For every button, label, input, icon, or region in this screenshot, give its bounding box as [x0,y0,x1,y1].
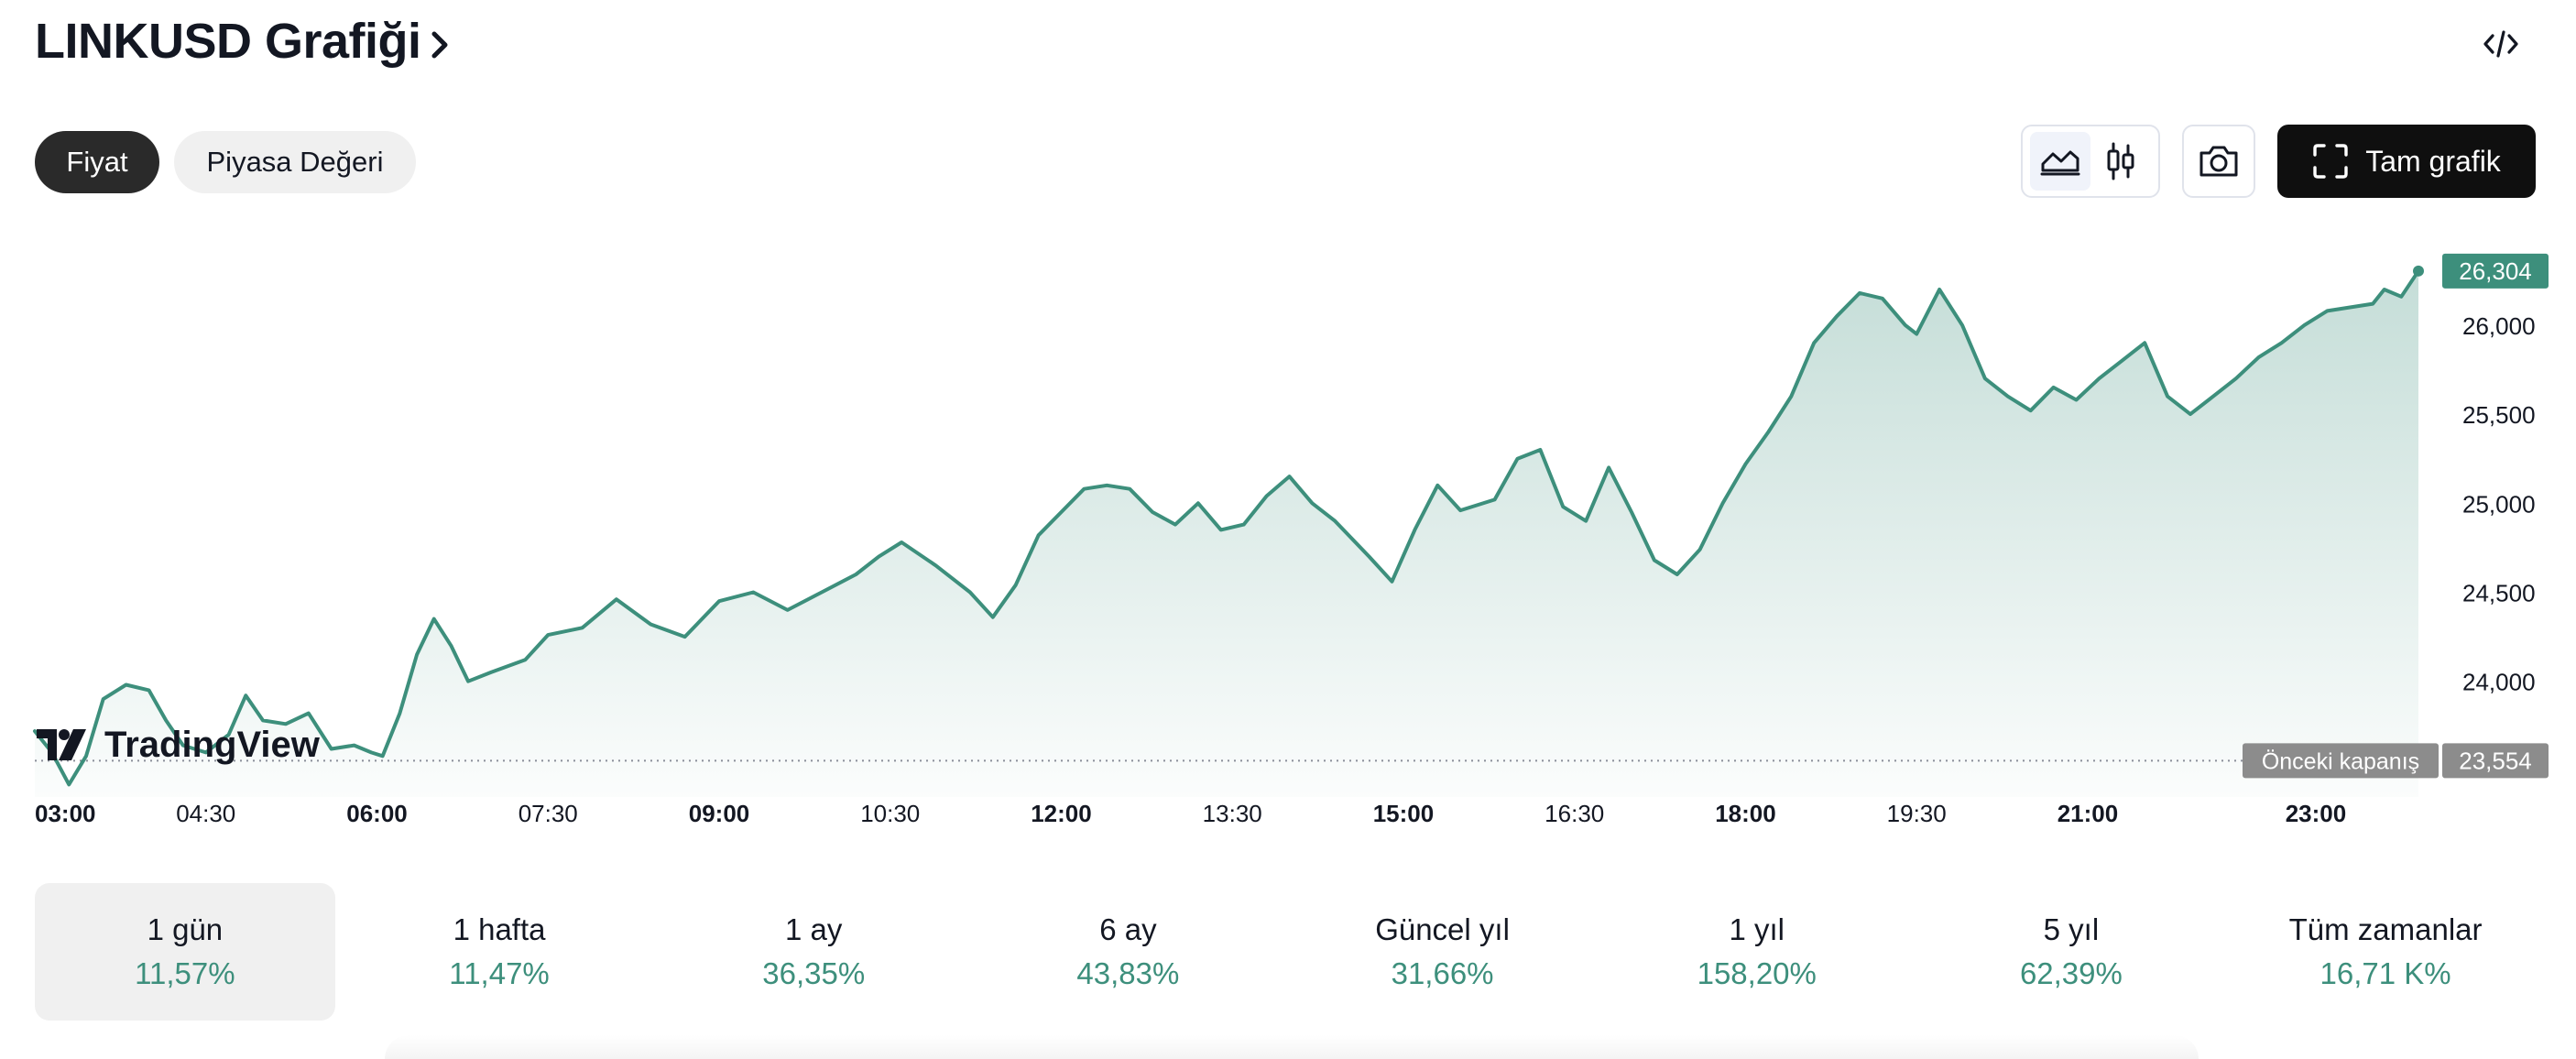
tradingview-logo-text: TradingView [104,725,321,765]
period-change: 16,71 K% [2319,956,2451,990]
previous-close-tag [2243,743,2439,779]
chart-style-toggle [2021,125,2160,198]
period-change: 158,20% [1697,956,1817,990]
page-title: LINKUSD Grafiği [35,14,421,69]
title-link[interactable]: LINKUSD Grafiği [35,13,451,70]
period-5[interactable]: 1 yıl 158,20% [1607,883,1907,1021]
price-area-fill [35,270,2418,797]
y-axis-tick-label: 26,000 [2462,312,2536,340]
price-series-line[interactable] [33,268,2420,787]
x-axis-tick-label: 18:00 [1715,800,1776,827]
area-chart-icon [2040,150,2080,176]
last-price-dot [2413,265,2424,277]
fullscreen-icon [2313,144,2348,179]
period-0[interactable]: 1 gün 11,57% [35,883,335,1021]
chevron-right-icon [431,31,448,59]
tab-market-cap[interactable]: Piyasa Değeri [174,131,416,193]
previous-close-badge [2442,743,2549,779]
last-price-badge [2442,253,2549,289]
period-change: 11,57% [135,956,235,990]
y-axis-tick-label: 25,000 [2462,490,2536,518]
y-axis-tick-label: 24,500 [2462,579,2536,606]
last-price-label: 26,304 [2459,257,2532,285]
x-axis-tick-label: 03:00 [35,800,96,827]
fullscreen-chart-button[interactable]: Tam grafik [2277,125,2536,198]
price-chart[interactable]: TradingView 24,000 24,500 25,000 25,500 26,0… [0,0,2576,861]
period-4[interactable]: Güncel yıl 31,66% [1293,883,1593,1021]
period-7[interactable]: Tüm zamanlar 16,71 K% [2235,883,2536,1021]
period-label: 1 gün [147,912,224,946]
period-label: Tüm zamanlar [2288,912,2483,946]
period-3[interactable]: 6 ay 43,83% [978,883,1279,1021]
embed-code-button[interactable] [2481,24,2521,64]
period-change: 11,47% [449,956,550,990]
fullscreen-label: Tam grafik [2365,144,2501,178]
period-6[interactable]: 5 yıl 62,39% [1921,883,2221,1021]
snapshot-button[interactable] [2182,125,2255,198]
period-1[interactable]: 1 hafta 11,47% [349,883,649,1021]
y-axis-tick-label: 25,500 [2462,401,2536,429]
x-axis-tick-label: 10:30 [860,800,920,827]
period-label: 5 yıl [2043,912,2100,946]
candle-style-button[interactable] [2090,132,2151,191]
x-axis-tick-label: 07:30 [518,800,578,827]
code-icon [2483,30,2518,58]
period-label: 1 hafta [453,912,546,946]
y-axis-tick-label: 24,000 [2462,669,2536,696]
camera-icon [2199,146,2238,177]
period-selector: 1 gün 11,57% 1 hafta 11,47% 1 ay 36,35% 6 ay 43… [35,883,2536,1021]
candlestick-icon [2107,142,2134,180]
period-change: 62,39% [2019,956,2123,990]
period-label: 1 ay [785,912,843,946]
x-axis-tick-label: 04:30 [176,800,235,827]
period-change: 43,83% [1076,956,1180,990]
period-2[interactable]: 1 ay 36,35% [663,883,964,1021]
x-axis-tick-label: 06:00 [346,800,408,827]
period-label: 6 ay [1099,912,1157,946]
tab-price[interactable]: Fiyat [35,131,159,193]
x-axis-tick-label: 09:00 [689,800,750,827]
tradingview-logo: TradingView [37,725,321,765]
period-change: 31,66% [1391,956,1494,990]
x-axis-tick-label: 12:00 [1031,800,1092,827]
x-axis-tick-label: 15:00 [1373,800,1435,827]
period-change: 36,35% [762,956,866,990]
previous-close-tag-label: Önceki kapanış [2262,748,2419,774]
x-axis-tick-label: 23:00 [2286,800,2347,827]
x-axis-tick-label: 16:30 [1545,800,1604,827]
x-axis-tick-label: 19:30 [1887,800,1947,827]
x-axis-tick-label: 21:00 [2058,800,2119,827]
period-label: Güncel yıl [1375,912,1510,946]
period-label: 1 yıl [1729,912,1785,946]
previous-close-value: 23,554 [2459,747,2532,774]
bottom-shadow [385,1035,2199,1059]
area-style-button[interactable] [2030,132,2090,191]
x-axis-tick-label: 13:30 [1203,800,1262,827]
